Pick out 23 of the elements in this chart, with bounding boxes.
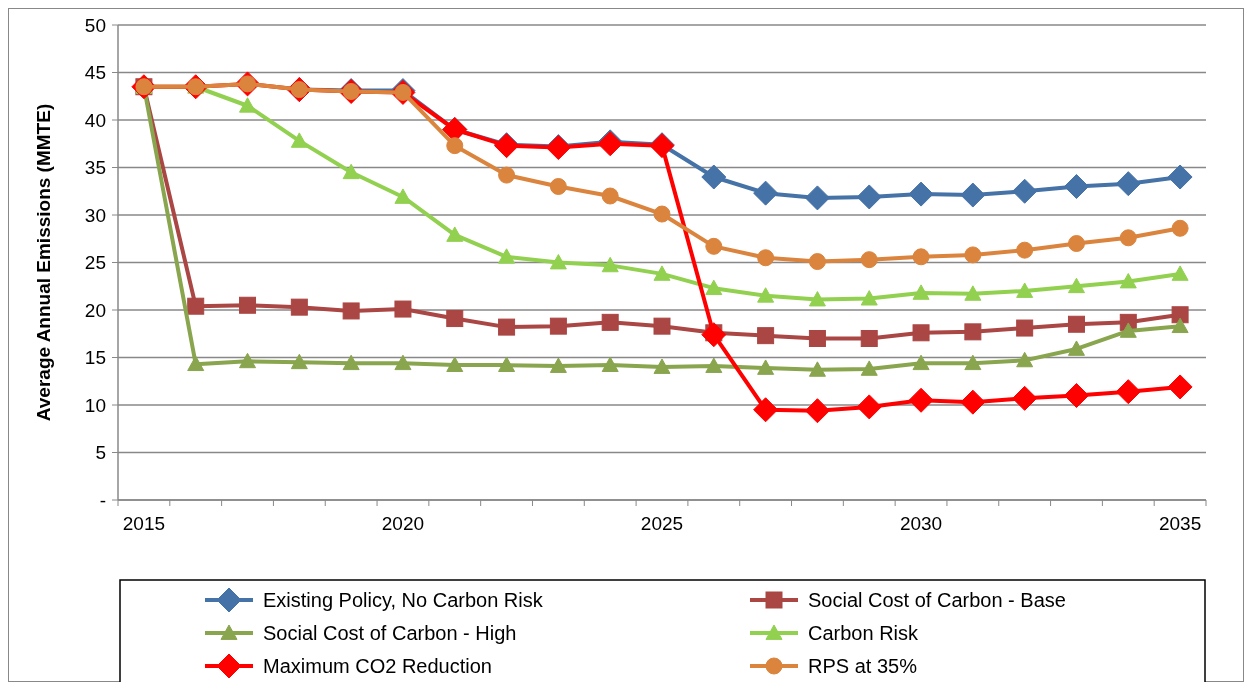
- y-tick-label: -: [99, 489, 106, 511]
- y-tick-label: 50: [84, 14, 106, 36]
- x-tick-label: 2035: [1158, 513, 1202, 534]
- legend-label: Maximum CO2 Reduction: [263, 655, 492, 677]
- y-tick-label: 25: [84, 252, 106, 274]
- y-tick-label: 35: [84, 157, 106, 179]
- y-tick-label: 15: [84, 347, 106, 369]
- legend-label: RPS at 35%: [808, 655, 918, 677]
- legend-label: Social Cost of Carbon - High: [263, 622, 517, 644]
- y-axis-title: Average Annual Emissions (MMTE): [33, 103, 54, 422]
- y-tick-label: 40: [84, 109, 106, 131]
- legend-label: Carbon Risk: [808, 622, 920, 644]
- legend-label: Social Cost of Carbon - Base: [808, 589, 1066, 611]
- y-tick-label: 10: [84, 394, 106, 416]
- x-tick-label: 2015: [122, 513, 166, 534]
- x-tick-label: 2020: [381, 513, 425, 534]
- x-tick-label: 2025: [640, 513, 684, 534]
- x-tick-label: 2030: [899, 513, 943, 534]
- y-tick-label: 5: [95, 442, 106, 464]
- y-tick-label: 20: [84, 299, 106, 321]
- y-tick-label: 45: [84, 62, 106, 84]
- legend-label: Existing Policy, No Carbon Risk: [263, 589, 544, 611]
- y-tick-label: 30: [84, 204, 106, 226]
